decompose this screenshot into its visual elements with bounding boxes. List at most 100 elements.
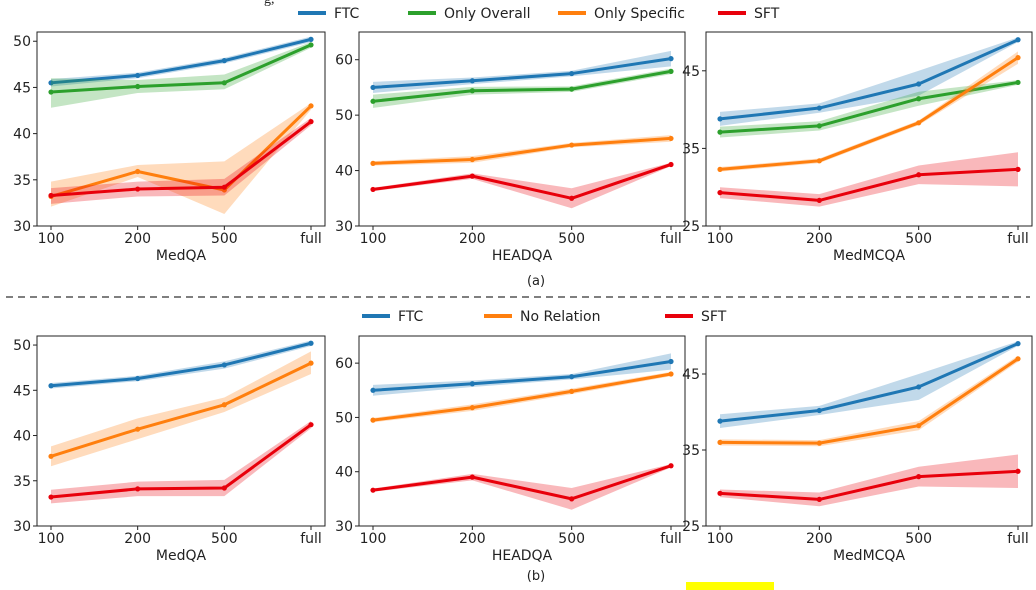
x-tick-label: 100 bbox=[38, 531, 65, 547]
data-point bbox=[816, 496, 822, 502]
y-tick-label: 60 bbox=[335, 356, 353, 372]
data-point bbox=[668, 68, 674, 74]
x-tick-label: 100 bbox=[38, 231, 65, 247]
series-line bbox=[718, 469, 1020, 501]
series-sft bbox=[717, 454, 1021, 507]
data-point bbox=[816, 123, 822, 129]
series-ftc bbox=[717, 341, 1021, 428]
data-point bbox=[916, 172, 922, 178]
legend-label-3: SFT bbox=[754, 6, 780, 22]
data-point bbox=[916, 474, 922, 480]
data-point bbox=[1015, 341, 1021, 347]
data-point bbox=[48, 383, 54, 389]
data-point bbox=[135, 486, 141, 492]
data-point bbox=[135, 72, 141, 79]
data-point bbox=[916, 384, 922, 390]
chart-a-medqa: 30 35 40 45 50 100 200 500 full MedQA bbox=[13, 31, 326, 264]
series-sft bbox=[48, 421, 314, 504]
data-point bbox=[135, 375, 141, 382]
series-ftc bbox=[48, 340, 314, 389]
series-line bbox=[49, 120, 313, 198]
data-point bbox=[668, 358, 674, 365]
highlight-mark bbox=[686, 582, 774, 590]
y-tick-label: 40 bbox=[13, 127, 31, 143]
series-line bbox=[49, 423, 313, 499]
data-point bbox=[48, 89, 54, 95]
y-tick-label: 60 bbox=[335, 53, 353, 69]
panel-a-caption: (a) bbox=[527, 274, 545, 289]
series-line bbox=[371, 464, 673, 501]
data-point bbox=[668, 56, 674, 62]
data-point bbox=[1015, 55, 1021, 61]
series-line bbox=[49, 104, 313, 198]
series-ftc bbox=[370, 353, 674, 396]
x-tick-label: 500 bbox=[905, 531, 932, 547]
plot-frame bbox=[358, 31, 686, 227]
y-tick-label: 35 bbox=[13, 474, 31, 490]
confidence-band bbox=[720, 454, 1018, 507]
x-tick-label: 500 bbox=[905, 231, 932, 247]
y-tick-label: 50 bbox=[335, 410, 353, 426]
data-point bbox=[135, 83, 141, 90]
data-point bbox=[1015, 166, 1021, 172]
x-tick-label: 500 bbox=[211, 231, 238, 247]
series-no-relation bbox=[717, 355, 1021, 447]
data-point bbox=[221, 80, 227, 86]
series-ftc bbox=[717, 37, 1021, 126]
data-point bbox=[469, 381, 475, 387]
y-tick-label: 40 bbox=[335, 465, 353, 481]
series-only-specific bbox=[717, 51, 1021, 172]
series-line bbox=[371, 372, 673, 422]
data-point bbox=[717, 490, 723, 496]
data-point bbox=[569, 374, 575, 380]
panel-b-caption: (b) bbox=[527, 569, 545, 584]
data-point bbox=[308, 360, 314, 366]
y-tick-label: 30 bbox=[335, 219, 353, 235]
y-tick-label: 45 bbox=[682, 64, 700, 80]
data-point bbox=[668, 135, 674, 142]
data-point bbox=[1015, 37, 1021, 43]
series-only-specific bbox=[370, 135, 674, 166]
x-tick-label: 200 bbox=[459, 531, 486, 547]
data-point bbox=[308, 119, 314, 125]
x-tick-label: 100 bbox=[360, 231, 387, 247]
data-point bbox=[569, 86, 575, 92]
data-point bbox=[308, 36, 314, 42]
data-point bbox=[717, 190, 723, 196]
x-tick-label: 200 bbox=[124, 231, 151, 247]
confidence-band bbox=[373, 68, 671, 108]
x-axis-label: MedMCQA bbox=[833, 548, 905, 564]
y-tick-label: 45 bbox=[13, 383, 31, 399]
series-line bbox=[49, 43, 313, 94]
confidence-band bbox=[51, 351, 311, 467]
data-point bbox=[717, 418, 723, 424]
series-line bbox=[718, 56, 1020, 171]
x-tick-label: 100 bbox=[707, 231, 734, 247]
data-point bbox=[569, 195, 575, 201]
confidence-band bbox=[720, 355, 1018, 447]
x-axis-label: MedQA bbox=[156, 548, 207, 564]
data-point bbox=[668, 161, 674, 168]
plot-frame bbox=[36, 31, 326, 227]
series-line bbox=[718, 342, 1020, 423]
data-point bbox=[717, 166, 723, 172]
data-point bbox=[370, 98, 376, 104]
data-point bbox=[916, 423, 922, 429]
x-tick-label: full bbox=[1007, 231, 1029, 247]
y-tick-label: 50 bbox=[13, 34, 31, 50]
series-line bbox=[371, 69, 673, 103]
series-no-relation bbox=[370, 371, 674, 423]
data-point bbox=[469, 78, 475, 84]
x-tick-label: full bbox=[660, 531, 682, 547]
confidence-band bbox=[720, 152, 1018, 207]
x-tick-label: 200 bbox=[124, 531, 151, 547]
chart-b-medqa: 30 35 40 45 50 100 200 500 full MedQA bbox=[13, 335, 326, 564]
chart-b-medmcqa: 25 35 45 100 200 500 full MedMCQA bbox=[682, 335, 1033, 564]
data-point bbox=[370, 186, 376, 193]
data-point bbox=[48, 494, 54, 500]
data-point bbox=[48, 192, 54, 199]
x-tick-label: full bbox=[660, 231, 682, 247]
series-only-overall bbox=[48, 42, 314, 108]
x-axis-label: MedMCQA bbox=[833, 248, 905, 264]
